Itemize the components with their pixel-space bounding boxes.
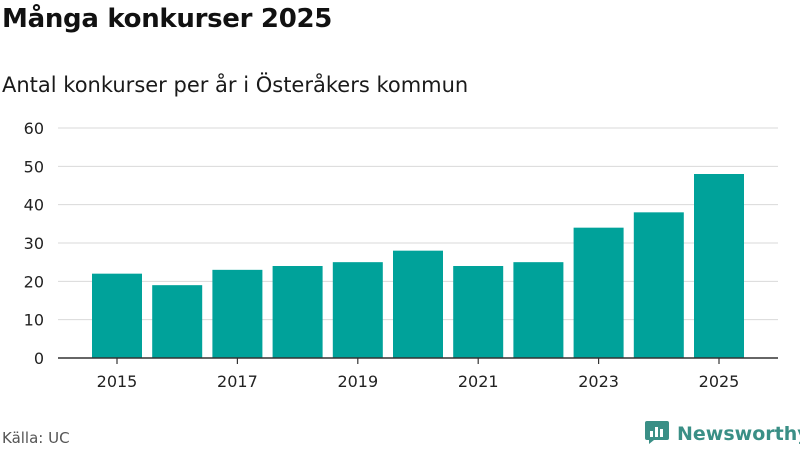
bar-2020 [393, 250, 443, 358]
bar-chart: 0 10 20 30 40 50 60 2015 2017 2019 2021 2023 2025 [24, 119, 778, 391]
newsworthy-logo-icon [644, 419, 670, 449]
x-tick-label: 2023 [578, 372, 619, 391]
y-tick-label: 40 [24, 196, 44, 215]
y-tick-label: 50 [24, 157, 44, 176]
chart-title: Många konkurser 2025 [2, 4, 333, 34]
bar-2025 [694, 174, 744, 358]
bar-2022 [513, 262, 564, 358]
bar-2018 [272, 266, 323, 358]
chart-subtitle: Antal konkurser per år i Österåkers komm… [2, 73, 469, 97]
brand-logo[interactable]: Newsworthy [644, 419, 800, 449]
x-tick-label: 2019 [337, 372, 378, 391]
source-note: Källa: UC [2, 429, 70, 447]
y-tick-label: 20 [24, 272, 44, 291]
y-tick-label: 0 [34, 349, 44, 368]
bar-2017 [212, 269, 263, 358]
bar-2023 [573, 227, 624, 358]
y-tick-label: 10 [24, 311, 44, 330]
bar-2019 [332, 262, 383, 358]
axes: 0 10 20 30 40 50 60 2015 2017 2019 2021 2023 2025 [24, 119, 778, 391]
y-tick-label: 30 [24, 234, 44, 253]
x-tick-label: 2021 [458, 372, 499, 391]
bars [92, 174, 744, 358]
x-tick-label: 2015 [97, 372, 138, 391]
brand-name: Newsworthy [677, 423, 800, 445]
bar-2024 [633, 212, 684, 358]
bar-2021 [453, 266, 504, 358]
y-tick-label: 60 [24, 119, 44, 138]
x-tick-label: 2025 [699, 372, 740, 391]
bar-2016 [152, 285, 203, 358]
bar-2015 [92, 273, 142, 358]
x-tick-label: 2017 [217, 372, 258, 391]
